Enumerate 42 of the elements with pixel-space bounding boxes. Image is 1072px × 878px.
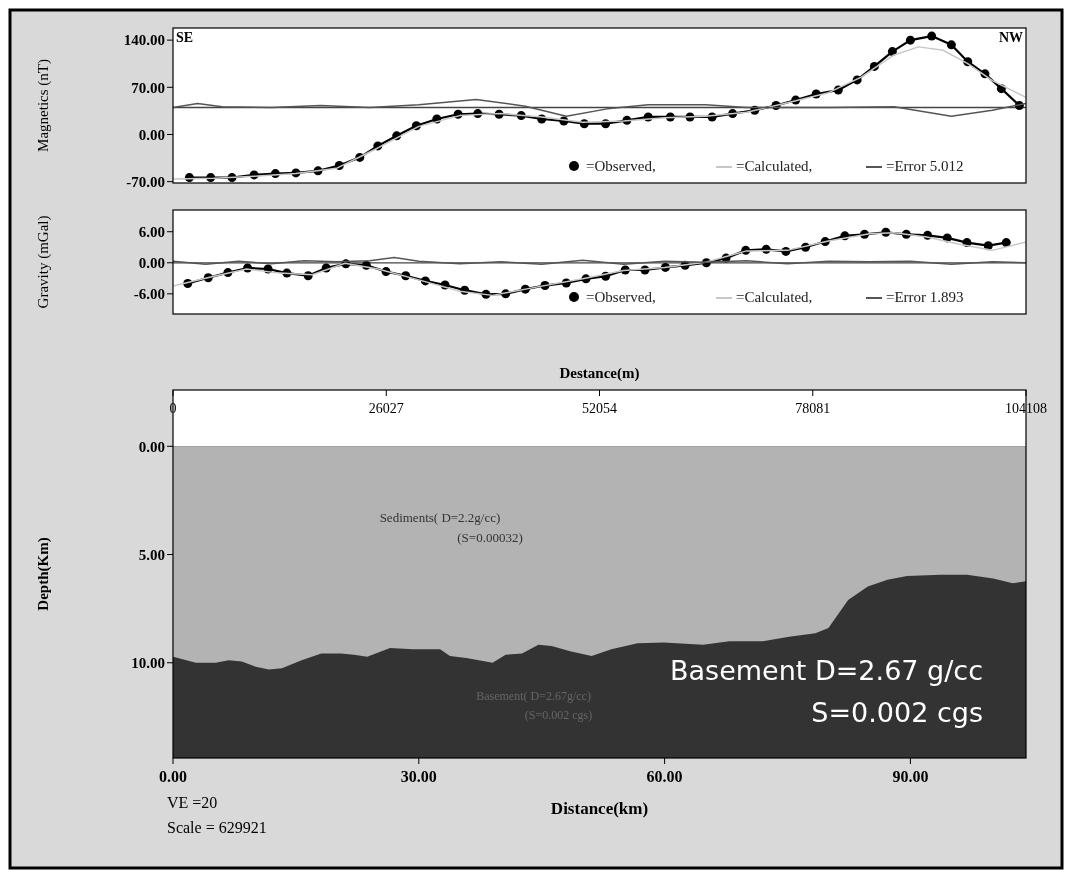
x2-tick-label: 52054 [582,401,617,416]
legend-label: =Error 1.893 [886,289,964,305]
y-tick-label: 0.00 [138,438,165,455]
x-tick-label: 90.00 [892,768,929,785]
x-tick-label: 0.00 [159,768,187,785]
annotation: NW [998,30,1023,45]
y-tick-label: 5.00 [138,546,165,563]
point [887,47,897,57]
legend-label: =Observed, [586,158,656,174]
x-axis-title: Distance(km) [550,799,649,818]
y-tick-label: 0.00 [138,126,165,143]
x2-tick-label: 26027 [368,401,404,416]
y-tick-label: 70.00 [131,79,165,96]
point [946,40,956,50]
annotation: Basement D=2.67 g/cc [670,655,983,686]
x2-axis-title: Destance(m) [559,365,640,382]
y-tick-label: 10.00 [131,655,165,671]
x-tick-label: 60.00 [646,768,683,785]
y-axis-title: Gravity (mGal) [35,215,52,309]
y-tick-label: 0.00 [138,255,165,272]
point [905,35,915,45]
legend-label: =Calculated, [736,158,813,174]
annotation: (S=0.00032) [457,530,523,545]
y-tick-label: -6.00 [133,286,165,303]
legend-label: =Calculated, [736,289,813,305]
text: VE =20 [167,794,218,811]
annotation: SE [176,30,194,45]
text: Scale = 629921 [167,819,267,836]
y-tick-label: 140.00 [123,32,165,49]
legend-label: =Error 5.012 [886,158,964,174]
point [927,31,937,41]
legend-label: =Observed, [586,289,656,305]
x2-tick-label: 78081 [795,401,831,416]
annotation: S=0.002 cgs [811,697,983,728]
point [1001,238,1011,248]
point [983,241,993,251]
y-tick-label: -70.00 [126,173,165,190]
y-tick-label: 6.00 [138,223,165,240]
x-tick-label: 30.00 [400,768,437,785]
y-axis-title: Depth(Km) [35,537,52,611]
annotation: Sediments( D=2.2g/cc) [379,510,501,525]
y-axis-title: Magnetics (nT) [35,59,52,152]
